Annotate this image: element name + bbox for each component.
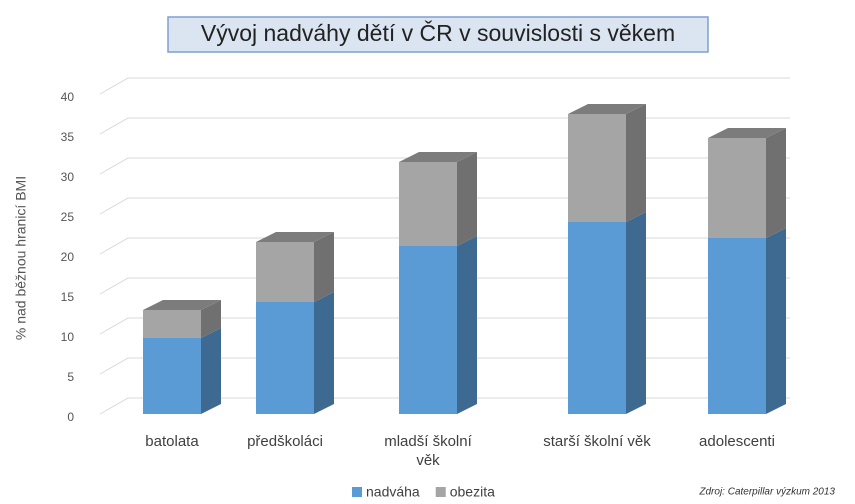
bar-front bbox=[399, 246, 457, 414]
bar-side bbox=[201, 328, 221, 414]
bar-side bbox=[457, 236, 477, 414]
bar-side bbox=[314, 292, 334, 414]
x-tick-label: adolescenti bbox=[699, 433, 775, 450]
bar-segment bbox=[708, 128, 786, 238]
bar-side bbox=[626, 104, 646, 222]
y-tick-label: 35 bbox=[61, 130, 75, 144]
bar-front bbox=[399, 162, 457, 246]
bar-front bbox=[708, 238, 766, 414]
bar-front bbox=[256, 242, 314, 302]
y-tick-label: 30 bbox=[61, 170, 75, 184]
y-tick-label: 25 bbox=[61, 210, 75, 224]
y-axis-label: % nad běžnou hranicí BMI bbox=[13, 176, 29, 340]
y-tick-label: 15 bbox=[61, 290, 75, 304]
bar-top bbox=[256, 232, 334, 242]
y-tick-label: 0 bbox=[67, 410, 74, 424]
legend-label: obezita bbox=[450, 484, 495, 500]
bar-segment bbox=[568, 212, 646, 414]
bar-segment bbox=[256, 292, 334, 414]
bar-side bbox=[314, 232, 334, 302]
bar-segment bbox=[143, 300, 221, 338]
bar-front bbox=[568, 114, 626, 222]
bar-side bbox=[201, 300, 221, 338]
legend-swatch bbox=[352, 487, 362, 497]
bar-segment bbox=[143, 328, 221, 414]
legend-label: nadváha bbox=[366, 484, 420, 500]
bar-front bbox=[143, 310, 201, 338]
bar-side bbox=[457, 152, 477, 246]
bar-segment bbox=[399, 152, 477, 246]
bar-side bbox=[766, 128, 786, 238]
title-box bbox=[167, 16, 709, 53]
x-tick-label: batolata bbox=[145, 433, 199, 450]
bar-segment bbox=[399, 236, 477, 414]
y-tick-label: 10 bbox=[61, 330, 75, 344]
bar-front bbox=[708, 138, 766, 238]
bar-top bbox=[399, 152, 477, 162]
bar-top bbox=[568, 104, 646, 114]
bar-segment bbox=[256, 232, 334, 302]
source-note: Zdroj: Caterpillar výzkum 2013 bbox=[698, 487, 835, 498]
bar-side bbox=[626, 212, 646, 414]
bar-side bbox=[766, 228, 786, 414]
bar-front bbox=[143, 338, 201, 414]
x-tick-label: předškoláci bbox=[247, 433, 323, 450]
bar-front bbox=[256, 302, 314, 414]
x-tick-label: starší školní věk bbox=[543, 433, 651, 450]
bar-segment bbox=[708, 228, 786, 414]
bar-top bbox=[708, 128, 786, 138]
legend-swatch bbox=[435, 487, 446, 497]
y-tick-label: 5 bbox=[67, 370, 74, 384]
x-tick-label: mladší školní věk bbox=[384, 433, 472, 469]
grid-line bbox=[99, 77, 790, 95]
y-tick-label: 40 bbox=[61, 90, 75, 104]
chart-title: Vývoj nadváhy dětí v ČR v souvislosti s … bbox=[201, 19, 675, 46]
bar-segment bbox=[568, 104, 646, 222]
bar-front bbox=[568, 222, 626, 414]
bar-top bbox=[143, 300, 221, 310]
grid-line bbox=[99, 117, 790, 135]
y-tick-label: 20 bbox=[61, 250, 75, 264]
